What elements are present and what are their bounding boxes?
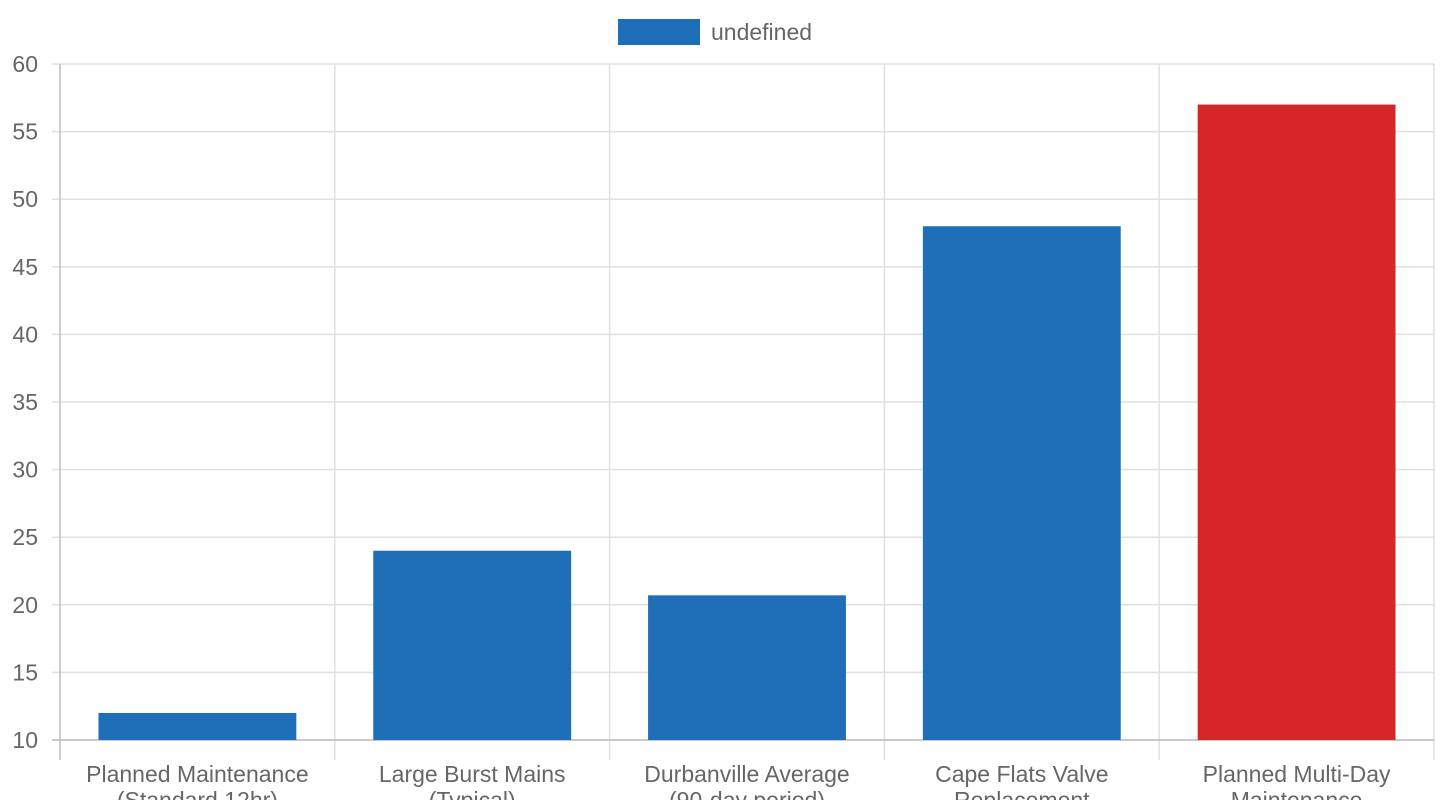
gridlines xyxy=(52,63,1435,760)
y-tick-label: 40 xyxy=(12,321,38,347)
y-axis-ticks: 10 15 20 25 30 35 40 45 50 55 60 xyxy=(12,51,38,753)
legend-label: undefined xyxy=(711,19,812,45)
bar[interactable] xyxy=(373,550,572,740)
y-tick-label: 20 xyxy=(12,592,38,618)
x-tick-label-line: (90-day period) xyxy=(669,787,825,800)
legend-swatch xyxy=(618,19,700,45)
x-tick-label: Cape Flats Valve Replacement xyxy=(935,761,1108,800)
x-tick-label: Planned Multi-Day Maintenance xyxy=(1203,761,1391,800)
y-tick-label: 25 xyxy=(12,524,38,550)
bar[interactable] xyxy=(922,226,1121,741)
y-tick-label: 45 xyxy=(12,254,38,280)
x-tick-label-line: Replacement xyxy=(954,787,1090,800)
legend[interactable]: undefined xyxy=(618,19,812,45)
x-axis-ticks: Planned Maintenance (Standard 12hr) Large … xyxy=(86,761,1391,800)
y-tick-label: 15 xyxy=(12,659,38,685)
x-tick-label-line: (Typical) xyxy=(429,787,516,800)
y-tick-label: 55 xyxy=(12,119,38,145)
x-tick-label: Planned Maintenance (Standard 12hr) xyxy=(86,761,309,800)
x-tick-label-line: Planned Maintenance xyxy=(86,761,309,787)
x-tick-label: Durbanville Average (90-day period) xyxy=(644,761,849,800)
bar[interactable] xyxy=(648,595,846,740)
x-tick-label-line: Durbanville Average xyxy=(644,761,849,787)
x-tick-label: Large Burst Mains (Typical) xyxy=(379,761,566,800)
y-tick-label: 30 xyxy=(12,457,38,483)
x-tick-label-line: Cape Flats Valve xyxy=(935,761,1108,787)
y-tick-label: 35 xyxy=(12,389,38,415)
y-tick-label: 60 xyxy=(12,51,38,77)
x-tick-label-line: (Standard 12hr) xyxy=(117,787,278,800)
x-tick-label-line: Large Burst Mains xyxy=(379,761,566,787)
y-tick-label: 10 xyxy=(12,727,38,753)
bar[interactable] xyxy=(1197,104,1396,740)
bar[interactable] xyxy=(98,712,297,740)
x-tick-label-line: Planned Multi-Day xyxy=(1203,761,1391,787)
bars xyxy=(98,104,1396,741)
x-tick-label-line: Maintenance xyxy=(1231,787,1363,800)
y-tick-label: 50 xyxy=(12,186,38,212)
